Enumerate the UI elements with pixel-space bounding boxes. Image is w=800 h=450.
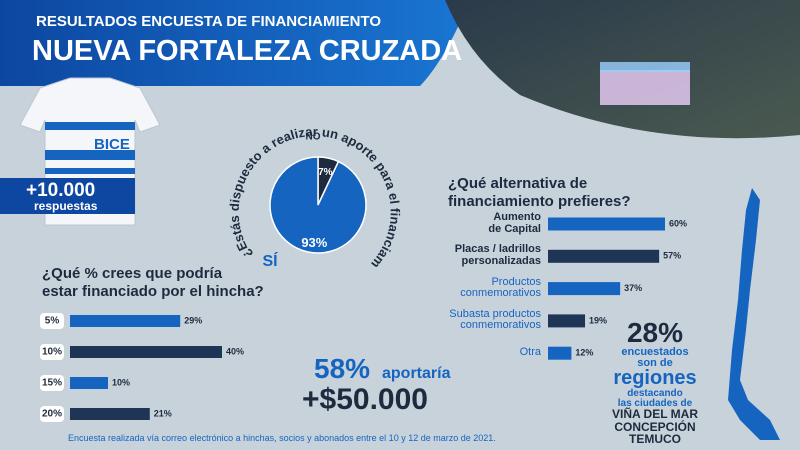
responses-label: respuestas xyxy=(34,199,98,213)
jersey-stripe xyxy=(45,122,135,130)
bar xyxy=(548,217,665,231)
subtitle: RESULTADOS ENCUESTA DE FINANCIAMIENTO xyxy=(36,13,382,30)
category-box xyxy=(40,375,64,391)
bar-title: ¿Qué % crees que podría estar financiado… xyxy=(42,265,264,300)
pie-category-label: SÍ xyxy=(262,251,278,270)
category-box xyxy=(40,313,64,329)
jersey-text: BICE xyxy=(94,136,130,153)
city: VIÑA DEL MAR xyxy=(611,407,698,422)
category-label: 5% xyxy=(45,316,60,327)
bar-value-label: 40% xyxy=(226,346,244,356)
stadium-glow xyxy=(600,70,690,105)
footnote: Encuesta realizada vía correo electrónic… xyxy=(68,433,496,443)
bar-value-label: 10% xyxy=(112,377,130,387)
bar xyxy=(548,249,660,263)
pie-value-label: 93% xyxy=(301,235,327,250)
stadium-roof xyxy=(600,62,690,72)
bar xyxy=(70,346,222,358)
regions-percent: 28% xyxy=(626,317,684,348)
contribution-label: aportaría xyxy=(382,365,451,382)
category-label: Subasta productos conmemorativos xyxy=(449,307,541,332)
pie-value-label: 7% xyxy=(318,167,333,178)
bar xyxy=(70,377,108,389)
pie-slice xyxy=(269,156,367,254)
bar xyxy=(548,314,586,328)
bar-value-label: 19% xyxy=(589,315,607,325)
category-label: Aumento de Capital xyxy=(488,211,541,235)
bar-value-label: 21% xyxy=(154,408,172,418)
bar-value-label: 60% xyxy=(669,218,687,228)
regions-text: encuestados son de xyxy=(621,346,689,369)
category-label: 10% xyxy=(42,347,62,358)
category-label: 20% xyxy=(42,409,62,420)
pie-category-label: NO xyxy=(306,132,321,143)
bar-value-label: 29% xyxy=(184,315,202,325)
city: TEMUCO xyxy=(629,432,681,447)
bar-value-label: 57% xyxy=(663,251,681,261)
regions-highlight: regiones xyxy=(613,367,697,390)
bar xyxy=(70,408,150,420)
category-label: Productos conmemorativos xyxy=(460,275,541,300)
header-band xyxy=(0,0,470,86)
category-label: 15% xyxy=(42,378,62,389)
bar-value-label: 12% xyxy=(575,348,593,358)
bar-value-label: 37% xyxy=(624,283,642,293)
category-box xyxy=(40,406,64,422)
responses-box xyxy=(0,178,135,214)
bar xyxy=(70,315,181,327)
bar xyxy=(548,282,621,296)
city: CONCEPCIÓN xyxy=(614,419,696,434)
category-label: Placas / ladrillos personalizadas xyxy=(454,243,541,267)
responses-count: +10.000 xyxy=(26,180,96,201)
category-label: Otra xyxy=(519,346,541,359)
jersey-stripe xyxy=(45,168,135,174)
bar xyxy=(548,346,572,360)
regions-block: 28% encuestados son de regiones destacan… xyxy=(590,318,720,446)
title: NUEVA FORTALEZA CRUZADA xyxy=(32,35,463,67)
chile-map xyxy=(728,188,780,440)
regions-text: destacando las ciudades de xyxy=(617,388,693,409)
contribution-percent: 58% xyxy=(314,353,371,384)
contribution-amount: +$50.000 xyxy=(302,383,428,416)
category-box xyxy=(40,344,64,360)
jersey-stripe xyxy=(45,150,135,160)
bar-title: ¿Qué alternativa de financiamiento prefi… xyxy=(448,175,631,210)
